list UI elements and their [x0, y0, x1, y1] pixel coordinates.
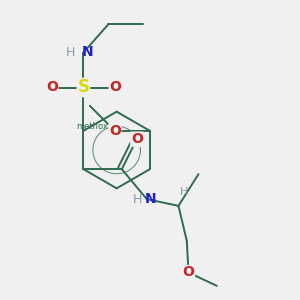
Text: H: H	[180, 188, 188, 197]
Text: H: H	[132, 193, 142, 206]
Text: N: N	[145, 192, 157, 206]
Text: O: O	[109, 80, 121, 94]
Text: S: S	[77, 79, 89, 97]
Text: N: N	[82, 46, 93, 59]
Text: H: H	[66, 46, 75, 59]
Text: methoxy: methoxy	[76, 122, 113, 131]
Text: O: O	[131, 132, 143, 146]
Text: O: O	[46, 80, 58, 94]
Text: O: O	[109, 124, 121, 138]
Text: O: O	[182, 266, 194, 280]
